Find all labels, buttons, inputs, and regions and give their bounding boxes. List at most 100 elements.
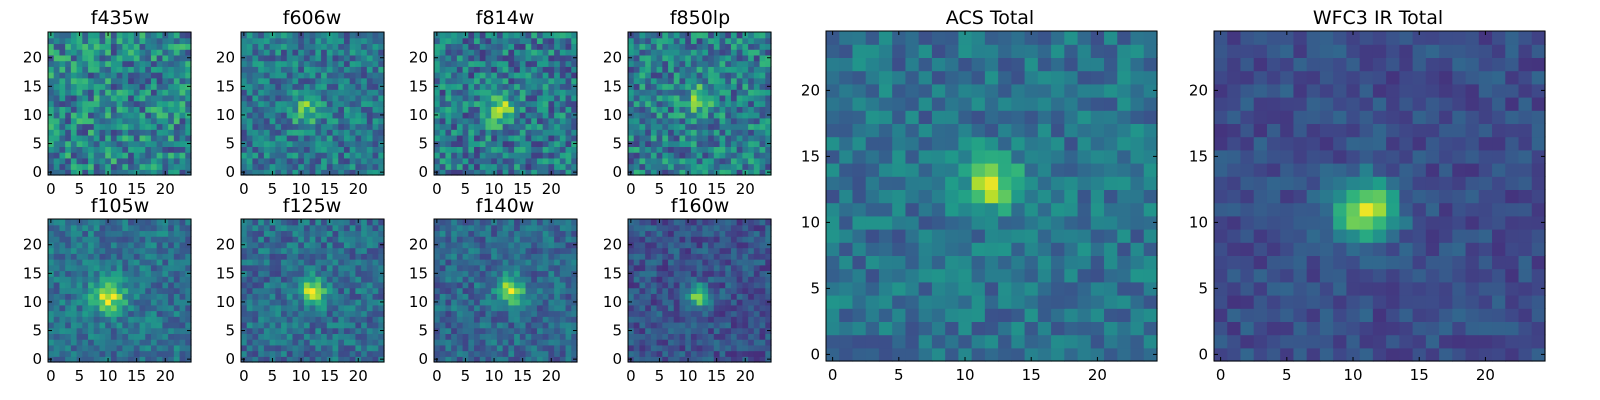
heatmap-cell (536, 350, 544, 357)
heatmap-cell (742, 152, 749, 159)
heatmap-cell (162, 321, 169, 329)
heatmap-cell (708, 287, 715, 294)
heatmap-cell (514, 333, 521, 340)
heatmap-cell (378, 117, 385, 125)
heatmap-cell (246, 77, 254, 85)
heatmap-cell (179, 310, 186, 317)
heatmap-cell (298, 350, 305, 357)
heatmap-cell (656, 276, 663, 283)
heatmap-cell (451, 264, 458, 272)
heatmap-cell (88, 77, 95, 85)
heatmap-cell (139, 94, 146, 102)
heatmap-cell (372, 134, 379, 142)
heatmap-cell (173, 146, 181, 153)
heatmap-cell (679, 316, 686, 323)
heatmap-cell (355, 270, 362, 277)
heatmap-cell (139, 37, 146, 45)
heatmap-cell (662, 37, 669, 45)
heatmap-cell (321, 276, 328, 283)
heatmap-cell (332, 54, 339, 62)
heatmap-cell (474, 94, 481, 102)
heatmap-cell (110, 117, 118, 125)
heatmap-cell (719, 281, 726, 289)
heatmap-cell (303, 163, 311, 170)
heatmap-cell (439, 112, 447, 119)
heatmap-cell (468, 37, 475, 45)
heatmap-cell (258, 219, 265, 226)
heatmap-cell (662, 344, 669, 352)
heatmap-cell (662, 72, 669, 79)
heatmap-cell (275, 247, 282, 254)
heatmap-cell (633, 89, 641, 96)
heatmap-cell (128, 356, 135, 363)
heatmap-cell (298, 281, 305, 289)
heatmap-cell (241, 100, 248, 107)
heatmap-cell (514, 259, 521, 266)
heatmap-cell (468, 89, 475, 96)
heatmap-cell (82, 276, 89, 283)
heatmap-cell (434, 224, 441, 232)
heatmap-cell (281, 157, 288, 165)
heatmap-cell (53, 169, 61, 176)
heatmap-cell (531, 224, 538, 232)
heatmap-cell (326, 94, 334, 102)
heatmap-cell (309, 230, 316, 237)
heatmap-cell (145, 112, 152, 119)
heatmap-cell (559, 94, 567, 102)
heatmap-cell (696, 304, 703, 312)
heatmap-cell (150, 304, 158, 312)
heatmap-cell (485, 321, 492, 329)
heatmap-cell (485, 339, 492, 346)
heatmap-cell (88, 134, 95, 142)
heatmap-cell (536, 356, 544, 363)
heatmap-cell (372, 43, 379, 50)
heatmap-cell (168, 270, 175, 277)
heatmap-cell (639, 350, 646, 357)
heatmap-cell (173, 253, 181, 260)
heatmap-cell (326, 310, 334, 317)
heatmap-cell (162, 146, 169, 153)
heatmap-cell (110, 169, 118, 176)
heatmap-cell (456, 230, 464, 237)
heatmap-cell (753, 60, 761, 67)
heatmap-cell (536, 327, 544, 334)
heatmap-cell (468, 299, 475, 306)
heatmap-cell (565, 310, 572, 317)
heatmap-cell (736, 54, 743, 62)
heatmap-cell (185, 60, 192, 67)
heatmap-cell (332, 247, 339, 254)
heatmap-cell (690, 163, 698, 170)
heatmap-cell (110, 287, 118, 294)
heatmap-cell (736, 146, 743, 153)
heatmap-cell (378, 293, 385, 300)
heatmap-cell (366, 117, 374, 125)
heatmap-cell (696, 316, 703, 323)
heatmap-cell (456, 43, 464, 50)
heatmap-cell (468, 224, 475, 232)
heatmap-cell (263, 344, 271, 352)
heatmap-cell (554, 140, 561, 147)
heatmap-cell (321, 344, 328, 352)
heatmap-cell (496, 77, 504, 85)
heatmap-cell (139, 293, 146, 300)
heatmap-cell (679, 37, 686, 45)
heatmap-cell (150, 276, 158, 283)
heatmap-cell (474, 230, 481, 237)
heatmap-cell (361, 287, 368, 294)
heatmap-cell (548, 49, 555, 56)
heatmap-cell (122, 310, 129, 317)
heatmap-cell (179, 134, 186, 142)
heatmap-cell (462, 321, 469, 329)
heatmap-cell (645, 60, 652, 67)
heatmap-cell (456, 299, 464, 306)
heatmap-cell (531, 72, 538, 79)
heatmap-cell (332, 94, 339, 102)
heatmap-cell (536, 106, 544, 113)
heatmap-cell (673, 169, 681, 176)
heatmap-cell (542, 287, 549, 294)
heatmap-cell (730, 333, 738, 340)
heatmap-cell (286, 327, 294, 334)
heatmap-cell (456, 264, 464, 272)
heatmap-cell (366, 253, 374, 260)
heatmap-cell (286, 299, 294, 306)
